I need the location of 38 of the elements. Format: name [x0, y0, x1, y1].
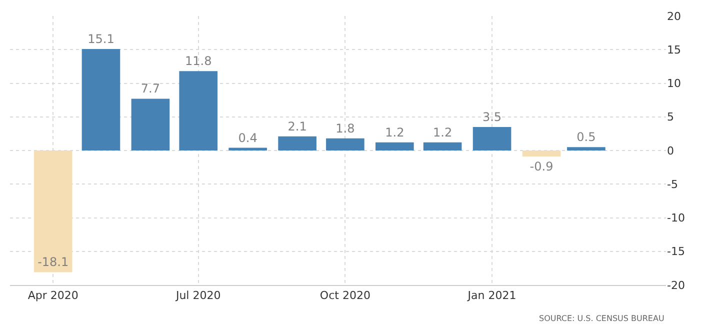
bar — [376, 142, 414, 150]
x-tick-label: Jul 2020 — [174, 289, 221, 302]
bar — [472, 126, 512, 150]
data-label: 7.7 — [140, 82, 160, 96]
y-tick-label: 20 — [667, 10, 681, 23]
data-label: -18.1 — [38, 255, 69, 270]
y-tick-label: -15 — [667, 245, 685, 258]
y-tick-label: -5 — [667, 178, 678, 191]
data-label: 2.1 — [288, 119, 307, 134]
data-label: 11.8 — [184, 54, 212, 68]
data-label: 1.2 — [433, 125, 452, 140]
bar — [278, 136, 316, 150]
bar — [82, 48, 120, 150]
bar — [326, 138, 364, 150]
data-label: 0.4 — [238, 130, 258, 145]
data-label: 15.1 — [88, 32, 114, 46]
source-note: SOURCE: U.S. CENSUS BUREAU — [539, 314, 664, 323]
y-tick-label: -10 — [667, 212, 685, 225]
y-tick-label: 15 — [667, 43, 681, 56]
bar — [179, 71, 218, 150]
y-tick-label: 10 — [667, 77, 681, 90]
y-tick-label: -20 — [667, 278, 685, 292]
data-label: 3.5 — [482, 110, 502, 124]
x-tick-label: Jan 2021 — [466, 289, 516, 302]
data-label: 0.5 — [576, 130, 596, 144]
y-tick-label: 5 — [667, 110, 674, 124]
y-tick-label: 0 — [667, 144, 674, 158]
bar — [34, 150, 72, 272]
x-tick-label: Oct 2020 — [320, 289, 370, 302]
data-label: -0.9 — [530, 160, 554, 174]
data-label: 1.8 — [336, 121, 355, 136]
bar — [228, 148, 267, 150]
bar — [423, 142, 462, 150]
x-tick-label: Apr 2020 — [28, 289, 78, 302]
bar — [567, 147, 606, 150]
bar — [522, 150, 561, 157]
data-label: 1.2 — [385, 125, 404, 140]
bar — [131, 98, 170, 150]
